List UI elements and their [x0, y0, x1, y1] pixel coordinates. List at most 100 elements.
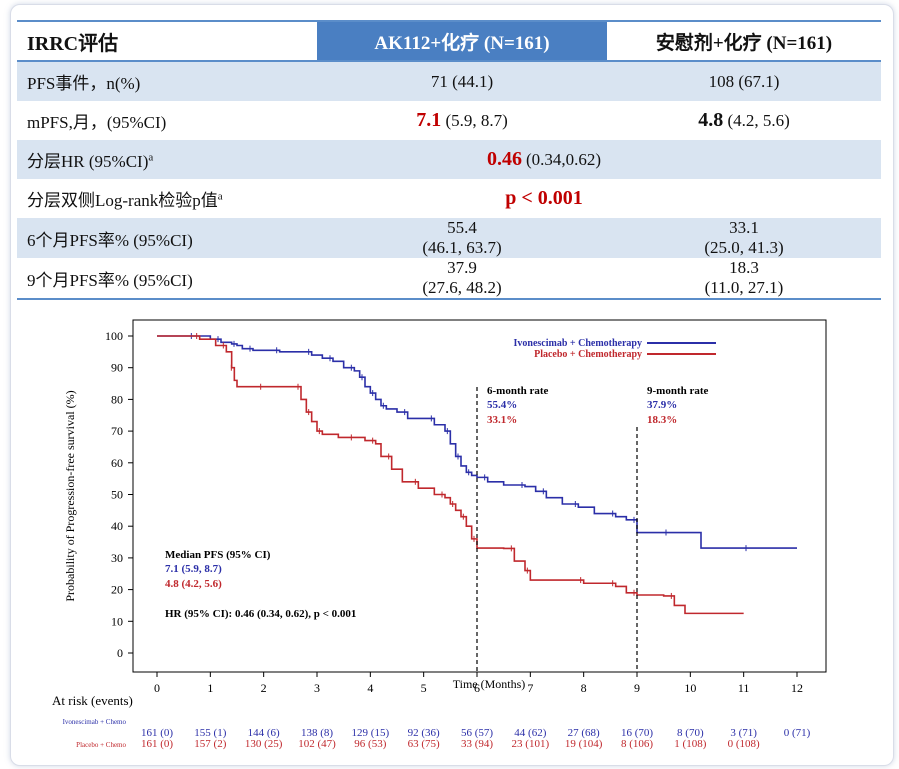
at-risk-ivo-value: 16 (70): [621, 727, 653, 739]
rate9-arm2-ci: (11.0, 27.1): [704, 278, 784, 297]
km-plot: 0 1 2 3 4 5 6 7 8 9 10 11 120102030405060708090100Ti…: [52, 319, 827, 750]
at-risk-ivo-value: 8 (70): [677, 727, 704, 739]
rate6-arm1-ci: (46.1, 63.7): [422, 238, 502, 257]
at-risk-placebo-value: 96 (53): [354, 738, 386, 750]
row-label: 9个月PFS率% (95%CI): [17, 258, 317, 300]
at-risk-placebo-value: 161 (0): [141, 738, 173, 750]
plot-frame: [132, 319, 827, 673]
hr-label: 分层HR (95%CI): [27, 152, 149, 171]
rate9-arm1-value: 37.9: [447, 258, 477, 277]
at-risk-ivo-value: 92 (36): [408, 727, 440, 739]
hr-cell: 0.46 (0.34,0.62): [317, 140, 881, 179]
table-row: 分层双侧Log-rank检验p值a p < 0.001: [17, 179, 881, 218]
footnote-mark: a: [217, 190, 223, 203]
x-tick-label: 5: [421, 681, 427, 695]
axes: 0 1 2 3 4 5 6 7 8 9 10 11 120102030405060708090100Ti…: [63, 329, 803, 695]
y-tick-label: 100: [105, 329, 123, 343]
y-tick-label: 20: [111, 583, 123, 597]
x-tick-label: 11: [738, 681, 750, 695]
y-tick-label: 60: [111, 456, 123, 470]
at-risk-table: At risk (events) Ivonescimab + Chemo Place…: [52, 693, 811, 750]
at-risk-placebo-value: 8 (106): [621, 738, 653, 750]
pvalue-value: p < 0.001: [505, 187, 583, 209]
x-tick-label: 2: [261, 681, 267, 695]
y-tick-label: 50: [111, 488, 123, 502]
mpfs-arm1-ci: (5.9, 8.7): [445, 111, 508, 130]
header-label: IRRC评估: [17, 20, 317, 62]
mpfs-arm2-value: 4.8: [698, 109, 724, 131]
row-label: 分层HR (95%CI)a: [17, 140, 317, 179]
mpfs-arm1-value: 7.1: [416, 109, 442, 131]
at-risk-ivo-label: Ivonescimab + Chemo: [63, 718, 127, 726]
y-tick-label: 40: [111, 519, 123, 533]
at-risk-ivo-value: 56 (57): [461, 727, 493, 739]
at-risk-ivo-value: 129 (15): [352, 727, 390, 739]
y-axis-label: Probability of Progression-free survival…: [63, 390, 77, 601]
x-axis-label: Time (Months): [453, 677, 526, 691]
rate6-arm1: 55.4 (46.1, 63.7): [317, 218, 607, 258]
table-header-row: IRRC评估 AK112+化疗 (N=161) 安慰剂+化疗 (N=161): [17, 20, 881, 62]
legend-label: Ivonescimab + Chemotherapy: [514, 338, 642, 349]
rate6-arm2: 33.1 (25.0, 41.3): [607, 218, 881, 258]
x-tick-label: 8: [581, 681, 587, 695]
at-risk-ivo-value: 155 (1): [194, 727, 226, 739]
hr-value: 0.46: [486, 148, 522, 170]
x-tick-label: 9: [634, 681, 640, 695]
at-risk-placebo-value: 19 (104): [565, 738, 603, 750]
at-risk-placebo-value: 102 (47): [298, 738, 336, 750]
at-risk-placebo-value: 1 (108): [674, 738, 706, 750]
content-frame: [10, 4, 894, 766]
y-tick-label: 10: [111, 614, 123, 628]
rate6-arm2-ci: (25.0, 41.3): [704, 238, 784, 257]
annotations: 6-month rate 55.4% 33.1% 9-month rate 37.9% 1…: [165, 385, 709, 672]
x-tick-label: 12: [791, 681, 803, 695]
mpfs-arm2: 4.8 (4.2, 5.6): [607, 101, 881, 140]
at-risk-ivo-value: 3 (71): [730, 727, 757, 739]
mpfs-arm2-ci: (4.2, 5.6): [727, 111, 790, 130]
rate6-arm1-value: 55.4: [447, 218, 477, 237]
row-label: 6个月PFS率% (95%CI): [17, 218, 317, 258]
legend-label: Placebo + Chemotherapy: [534, 349, 642, 360]
footnote-mark: a: [148, 151, 154, 164]
hr-ci: (0.34,0.62): [525, 150, 602, 169]
irrc-assessment-table: IRRC评估 AK112+化疗 (N=161) 安慰剂+化疗 (N=161) P…: [17, 20, 881, 300]
rate-ivo: 37.9%: [647, 399, 677, 411]
pfs-events-arm1: 71 (44.1): [317, 61, 607, 101]
row-label: PFS事件，n(%): [17, 61, 317, 101]
at-risk-placebo-value: 33 (94): [461, 738, 493, 750]
mpfs-arm1: 7.1 (5.9, 8.7): [317, 101, 607, 140]
rate-title: 9-month rate: [647, 385, 709, 397]
table-row: 9个月PFS率% (95%CI) 37.9 (27.6, 48.2) 18.3 (1…: [17, 258, 881, 300]
median-ivo: 7.1 (5.9, 8.7): [165, 563, 222, 575]
x-tick-label: 10: [684, 681, 696, 695]
rate6-arm2-value: 33.1: [729, 218, 759, 237]
table-row: mPFS,月，(95%CI) 7.1 (5.9, 8.7) 4.8 (4.2, …: [17, 101, 881, 140]
x-tick-label: 0: [154, 681, 160, 695]
x-tick-label: 3: [314, 681, 320, 695]
x-tick-label: 7: [527, 681, 533, 695]
curves: [157, 333, 797, 615]
at-risk-ivo-value: 27 (68): [568, 727, 600, 739]
median-title: Median PFS (95% CI): [165, 549, 271, 561]
median-placebo: 4.8 (4.2, 5.6): [165, 578, 222, 590]
at-risk-ivo-value: 144 (6): [248, 727, 280, 739]
table-row: 6个月PFS率% (95%CI) 55.4 (46.1, 63.7) 33.1 (2…: [17, 218, 881, 258]
at-risk-placebo-value: 63 (75): [408, 738, 440, 750]
at-risk-ivo-value: 44 (62): [514, 727, 546, 739]
x-tick-label: 4: [367, 681, 373, 695]
at-risk-placebo-value: 23 (101): [512, 738, 550, 750]
rate-ivo: 55.4%: [487, 399, 517, 411]
rate-title: 6-month rate: [487, 385, 549, 397]
pvalue-label: 分层双侧Log-rank检验p值: [27, 191, 218, 210]
rate-placebo: 33.1%: [487, 414, 517, 426]
rate9-arm1-ci: (27.6, 48.2): [422, 278, 502, 297]
y-tick-label: 80: [111, 392, 123, 406]
placebo-curve: [157, 335, 744, 615]
rate9-arm2-value: 18.3: [729, 258, 759, 277]
ivonescimab-curve: [157, 335, 797, 549]
at-risk-placebo-value: 157 (2): [194, 738, 226, 750]
y-tick-label: 30: [111, 551, 123, 565]
at-risk-ivo-value: 0 (71): [784, 727, 811, 739]
rate9-arm1: 37.9 (27.6, 48.2): [317, 258, 607, 300]
